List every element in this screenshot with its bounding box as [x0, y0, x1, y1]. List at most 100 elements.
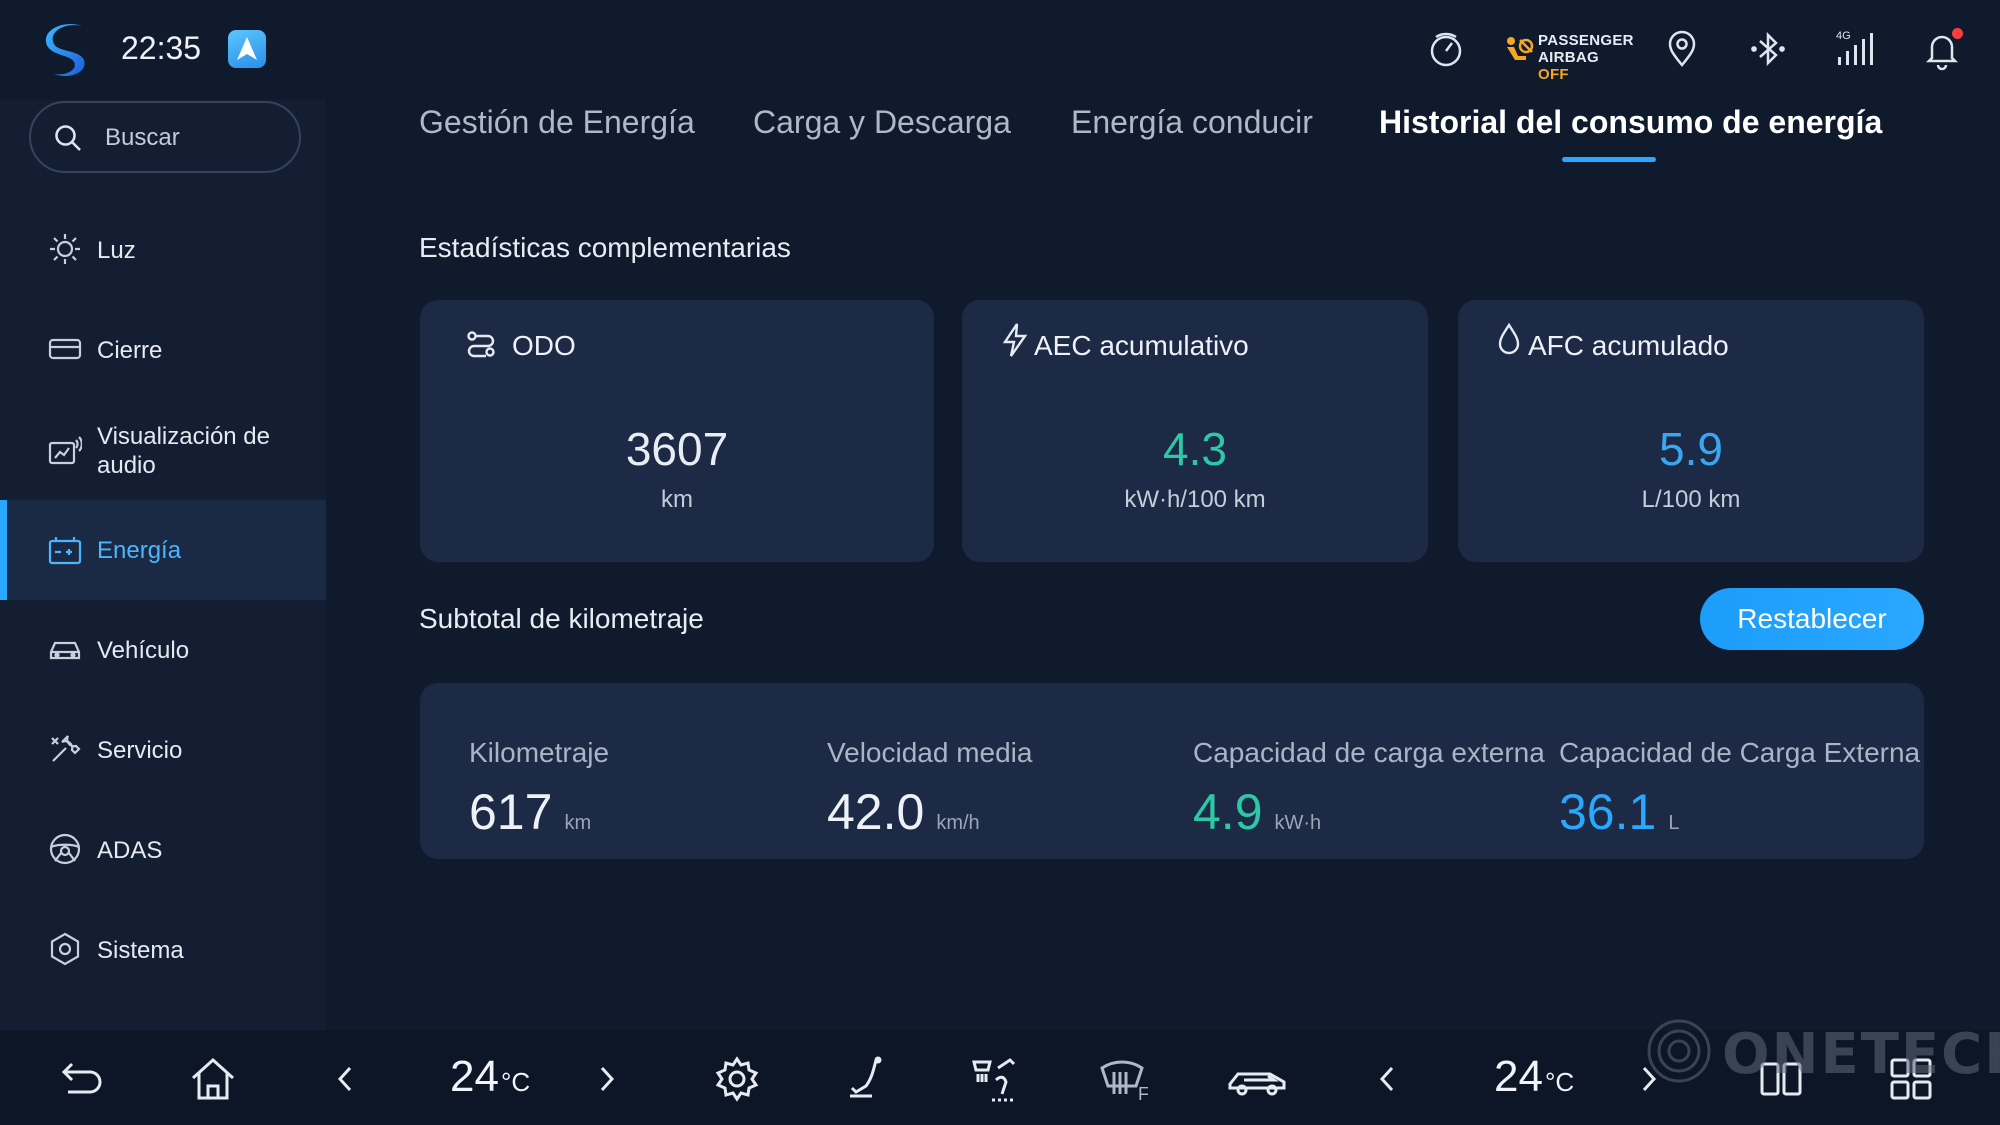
- sidebar-item-adas[interactable]: ADAS: [0, 800, 326, 900]
- airbag-label-line1: PASSENGER: [1538, 32, 1634, 49]
- sidebar-item-sistema[interactable]: Sistema: [0, 900, 326, 1000]
- sidebar-item-label: Vehículo: [97, 637, 190, 664]
- car-icon: [49, 641, 81, 660]
- sidebar-item-label: Visualización de audio: [97, 423, 271, 479]
- ac-airflow-icon[interactable]: [970, 1054, 1020, 1104]
- stat-label: Capacidad de Carga Externa: [1559, 737, 1921, 768]
- notification-dot: [1952, 28, 1963, 39]
- tab-historial-consumo[interactable]: Historial del consumo de energía: [1379, 104, 1883, 140]
- right-temp-value: 24: [1494, 1052, 1543, 1101]
- navigation-app-icon[interactable]: [228, 30, 266, 68]
- back-icon[interactable]: [58, 1054, 108, 1104]
- average-speed-stat: Velocidad media 42.0 km/h: [827, 737, 1032, 841]
- airbag-label-line2: AIRBAG: [1538, 49, 1599, 66]
- stat-unit: kW·h: [1274, 812, 1322, 834]
- bluetooth-icon[interactable]: [1746, 27, 1790, 71]
- subtotal-section-title: Subtotal de kilometraje: [419, 603, 704, 634]
- split-screen-icon[interactable]: [1756, 1054, 1806, 1104]
- subtotal-card: Kilometraje 617 km Velocidad media 42.0 km…: [420, 683, 1924, 859]
- location-pin-icon[interactable]: [1660, 27, 1704, 71]
- stat-unit: km/h: [936, 812, 980, 834]
- chevron-right-icon[interactable]: [582, 1054, 632, 1104]
- sidebar-item-cierre[interactable]: Cierre: [0, 300, 326, 400]
- sidebar-item-label: Luz: [97, 237, 136, 264]
- speed-limit-icon[interactable]: [1424, 27, 1468, 71]
- watermark: ONETECH: [1644, 1012, 2000, 1090]
- aec-unit: kW·h/100 km: [1124, 486, 1266, 513]
- tab-energia-conducir[interactable]: Energía conducir: [1071, 104, 1313, 140]
- status-bar: 22:35 PASSENGER AIRBAG OFF 4G: [0, 0, 2000, 100]
- stat-value: 36.1: [1559, 784, 1657, 840]
- external-charge-fuel-stat: Capacidad de Carga Externa 36.1 L: [1559, 737, 1920, 841]
- stat-unit: L: [1668, 812, 1680, 834]
- left-temp-value: 24: [450, 1052, 499, 1101]
- aec-card: AEC acumulativo 4.3 kW·h/100 km: [962, 300, 1428, 562]
- reset-button[interactable]: Restablecer: [1700, 588, 1924, 650]
- sidebar-item-label: Sistema: [97, 937, 184, 964]
- right-temperature: 24°C: [1494, 1052, 1574, 1102]
- chevron-right-icon[interactable]: [1624, 1054, 1674, 1104]
- home-icon[interactable]: [188, 1054, 238, 1104]
- aec-value: 4.3: [1163, 423, 1227, 475]
- sidebar-item-visualizacion-audio[interactable]: Visualización de audio: [0, 400, 326, 500]
- active-tab-indicator: [1562, 157, 1656, 162]
- afc-value: 5.9: [1659, 423, 1723, 475]
- lightning-icon: [1002, 323, 1028, 357]
- stat-value: 42.0: [827, 784, 925, 840]
- card-label: AFC acumulado: [1528, 330, 1729, 361]
- sidebar-item-label: ADAS: [97, 837, 163, 864]
- odo-value: 3607: [625, 423, 729, 475]
- tab-carga-descarga[interactable]: Carga y Descarga: [753, 104, 1011, 140]
- hexagon-gear-icon: [50, 932, 80, 966]
- front-defrost-icon[interactable]: F: [1098, 1054, 1148, 1104]
- odo-unit: km: [661, 486, 693, 513]
- sidebar-item-energia[interactable]: Energía: [0, 500, 326, 600]
- sidebar-item-vehiculo[interactable]: Vehículo: [0, 600, 326, 700]
- card-label: ODO: [512, 330, 576, 361]
- search-box[interactable]: [29, 101, 301, 173]
- left-temperature: 24°C: [450, 1052, 530, 1102]
- stat-value: 617: [469, 784, 553, 840]
- airbag-icon: [1507, 37, 1534, 60]
- route-icon: [467, 331, 495, 358]
- car-recirculation-icon[interactable]: [1226, 1054, 1290, 1104]
- fuel-drop-icon: [1498, 322, 1520, 355]
- external-charge-energy-stat: Capacidad de carga externa 4.9 kW·h: [1193, 737, 1545, 841]
- temp-unit: °C: [500, 1067, 531, 1097]
- sidebar-item-label: Servicio: [97, 737, 183, 764]
- airbag-status: PASSENGER AIRBAG OFF: [1502, 32, 1633, 83]
- temp-unit: °C: [1544, 1067, 1575, 1097]
- afc-card: AFC acumulado 5.9 L/100 km: [1458, 300, 1924, 562]
- search-input[interactable]: [103, 103, 287, 173]
- airbag-off-label: OFF: [1538, 66, 1569, 83]
- stat-label: Kilometraje: [469, 737, 610, 768]
- display-audio-icon: [48, 436, 82, 465]
- sidebar-item-servicio[interactable]: Servicio: [0, 700, 326, 800]
- gear-icon[interactable]: [712, 1054, 762, 1104]
- chevron-left-icon[interactable]: [320, 1054, 370, 1104]
- clock: 22:35: [121, 30, 202, 66]
- service-icon: [51, 735, 81, 762]
- chevron-left-icon[interactable]: [1362, 1054, 1412, 1104]
- odo-card: ODO 3607 km: [420, 300, 934, 562]
- defrost-label: F: [1138, 1084, 1148, 1104]
- stat-label: Velocidad media: [827, 737, 1033, 768]
- steering-wheel-icon: [49, 833, 81, 865]
- bell-icon[interactable]: [1920, 27, 1964, 71]
- tab-gestion-energia[interactable]: Gestión de Energía: [419, 104, 695, 140]
- app-logo-icon[interactable]: [40, 20, 100, 82]
- battery-icon: [48, 537, 82, 565]
- stats-section-title: Estadísticas complementarias: [419, 232, 791, 263]
- sidebar-item-label: Cierre: [97, 337, 163, 364]
- search-icon: [55, 125, 81, 151]
- lock-icon: [48, 338, 82, 360]
- stat-unit: km: [564, 812, 592, 834]
- watermark-logo-icon: [1647, 1019, 1711, 1083]
- seat-heat-icon[interactable]: [842, 1054, 892, 1104]
- stat-label: Capacidad de carga externa: [1193, 737, 1545, 768]
- sidebar-item-luz[interactable]: Luz: [0, 200, 326, 300]
- app-grid-icon[interactable]: [1886, 1054, 1936, 1104]
- stat-value: 4.9: [1193, 784, 1263, 840]
- signal-icon: 4G: [1834, 27, 1878, 71]
- afc-unit: L/100 km: [1641, 486, 1741, 513]
